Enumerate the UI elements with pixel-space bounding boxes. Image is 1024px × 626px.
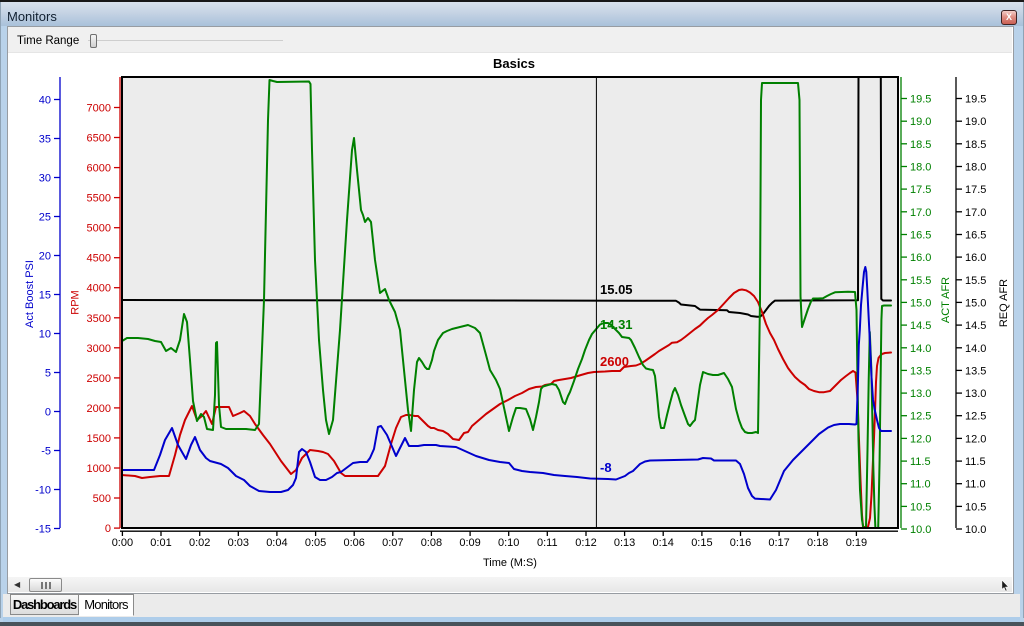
svg-text:-10: -10 <box>35 485 51 497</box>
svg-text:0:01: 0:01 <box>150 537 171 549</box>
svg-text:0:17: 0:17 <box>768 537 789 549</box>
svg-text:0:14: 0:14 <box>652 537 673 549</box>
svg-text:19.0: 19.0 <box>965 116 986 128</box>
svg-text:0:09: 0:09 <box>459 537 480 549</box>
svg-text:15.0: 15.0 <box>910 297 931 309</box>
svg-text:-5: -5 <box>41 446 51 458</box>
svg-text:0:07: 0:07 <box>382 537 403 549</box>
svg-text:0:05: 0:05 <box>305 537 326 549</box>
svg-text:0:11: 0:11 <box>537 537 558 549</box>
svg-text:7000: 7000 <box>87 103 111 115</box>
svg-text:Act Boost PSI: Act Boost PSI <box>24 260 36 328</box>
svg-text:5000: 5000 <box>87 223 111 235</box>
svg-text:13.0: 13.0 <box>910 388 931 400</box>
svg-text:15.5: 15.5 <box>965 275 986 287</box>
svg-text:15.5: 15.5 <box>910 275 931 287</box>
svg-text:ACT AFR: ACT AFR <box>940 277 952 323</box>
svg-text:19.5: 19.5 <box>910 94 931 106</box>
svg-text:4000: 4000 <box>87 283 111 295</box>
svg-text:0: 0 <box>105 523 111 535</box>
svg-text:0:10: 0:10 <box>498 537 519 549</box>
svg-text:17.5: 17.5 <box>910 184 931 196</box>
svg-text:10.0: 10.0 <box>910 524 931 536</box>
svg-text:RPM: RPM <box>70 290 82 314</box>
svg-text:0:04: 0:04 <box>266 537 287 549</box>
svg-text:0:15: 0:15 <box>691 537 712 549</box>
svg-text:Basics: Basics <box>493 56 535 71</box>
svg-text:0:00: 0:00 <box>112 537 133 549</box>
svg-text:2000: 2000 <box>87 403 111 415</box>
svg-text:13.0: 13.0 <box>965 388 986 400</box>
svg-text:10.0: 10.0 <box>965 524 986 536</box>
svg-text:Time (M:S): Time (M:S) <box>483 557 537 569</box>
svg-text:4500: 4500 <box>87 253 111 265</box>
svg-text:0:02: 0:02 <box>189 537 210 549</box>
svg-text:16.0: 16.0 <box>910 252 931 264</box>
svg-text:17.0: 17.0 <box>910 207 931 219</box>
svg-text:2500: 2500 <box>87 373 111 385</box>
svg-text:18.0: 18.0 <box>965 162 986 174</box>
svg-text:REQ AFR: REQ AFR <box>998 279 1010 327</box>
svg-text:16.0: 16.0 <box>965 252 986 264</box>
svg-text:16.5: 16.5 <box>965 230 986 242</box>
svg-text:18.5: 18.5 <box>965 139 986 151</box>
svg-text:0:16: 0:16 <box>730 537 751 549</box>
svg-text:13.5: 13.5 <box>965 365 986 377</box>
svg-text:0:18: 0:18 <box>807 537 828 549</box>
svg-text:12.5: 12.5 <box>910 411 931 423</box>
svg-text:5500: 5500 <box>87 193 111 205</box>
svg-text:10.5: 10.5 <box>965 501 986 513</box>
svg-text:10: 10 <box>39 329 51 341</box>
svg-text:18.0: 18.0 <box>910 162 931 174</box>
svg-text:0:08: 0:08 <box>421 537 442 549</box>
svg-text:0:13: 0:13 <box>614 537 635 549</box>
svg-text:6000: 6000 <box>87 163 111 175</box>
svg-text:10.5: 10.5 <box>910 501 931 513</box>
svg-text:19.5: 19.5 <box>965 94 986 106</box>
svg-text:14.5: 14.5 <box>910 320 931 332</box>
svg-text:500: 500 <box>93 493 111 505</box>
svg-text:15: 15 <box>39 290 51 302</box>
svg-text:14.5: 14.5 <box>965 320 986 332</box>
svg-text:30: 30 <box>39 173 51 185</box>
svg-text:-15: -15 <box>35 524 51 536</box>
svg-text:11.0: 11.0 <box>910 479 931 491</box>
svg-text:0:03: 0:03 <box>228 537 249 549</box>
svg-text:20: 20 <box>39 251 51 263</box>
svg-text:25: 25 <box>39 212 51 224</box>
svg-text:5: 5 <box>45 368 51 380</box>
svg-text:40: 40 <box>39 95 51 107</box>
svg-text:19.0: 19.0 <box>910 116 931 128</box>
svg-text:15.05: 15.05 <box>600 282 633 297</box>
svg-text:12.0: 12.0 <box>910 433 931 445</box>
svg-text:11.5: 11.5 <box>910 456 931 468</box>
svg-text:3000: 3000 <box>87 343 111 355</box>
svg-text:18.5: 18.5 <box>910 139 931 151</box>
svg-text:12.5: 12.5 <box>965 411 986 423</box>
svg-text:13.5: 13.5 <box>910 365 931 377</box>
svg-text:1500: 1500 <box>87 433 111 445</box>
svg-text:0: 0 <box>45 407 51 419</box>
svg-text:-8: -8 <box>600 460 612 475</box>
svg-text:16.5: 16.5 <box>910 230 931 242</box>
svg-text:14.31: 14.31 <box>600 317 633 332</box>
svg-text:2600: 2600 <box>600 354 629 369</box>
svg-text:11.0: 11.0 <box>965 479 986 491</box>
svg-text:14.0: 14.0 <box>910 343 931 355</box>
svg-text:11.5: 11.5 <box>965 456 986 468</box>
svg-text:17.0: 17.0 <box>965 207 986 219</box>
svg-text:12.0: 12.0 <box>965 433 986 445</box>
svg-text:3500: 3500 <box>87 313 111 325</box>
svg-text:6500: 6500 <box>87 133 111 145</box>
svg-text:15.0: 15.0 <box>965 297 986 309</box>
svg-text:14.0: 14.0 <box>965 343 986 355</box>
svg-text:0:06: 0:06 <box>343 537 364 549</box>
svg-text:17.5: 17.5 <box>965 184 986 196</box>
svg-text:1000: 1000 <box>87 463 111 475</box>
svg-text:0:12: 0:12 <box>575 537 596 549</box>
svg-text:0:19: 0:19 <box>846 537 867 549</box>
svg-text:35: 35 <box>39 134 51 146</box>
